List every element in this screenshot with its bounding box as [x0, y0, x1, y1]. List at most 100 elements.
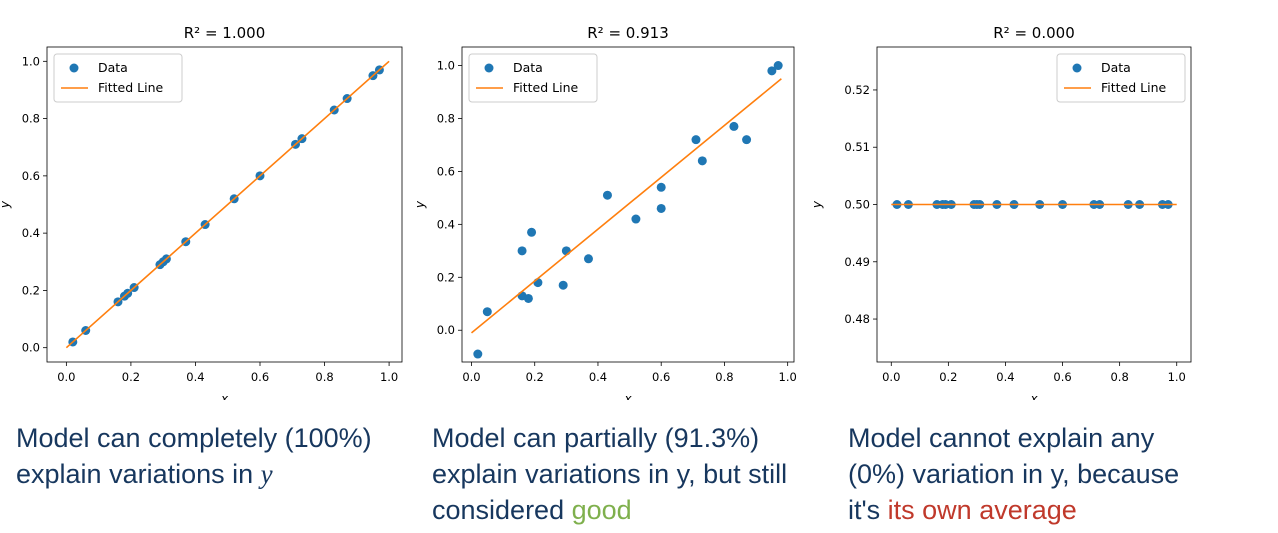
chart-3-plot-area	[891, 200, 1177, 209]
caption-2-highlight: good	[571, 495, 632, 525]
chart-2-frame	[461, 46, 795, 363]
caption-3-line-1: Model cannot explain any	[848, 423, 1155, 453]
chart-1-xtick-label: 0.0	[57, 370, 75, 384]
chart-2-fitted-line	[470, 78, 782, 334]
chart-2-ytick-label: 1.0	[437, 59, 455, 73]
chart-1-legend-label-fit: Fitted Line	[98, 80, 164, 95]
caption-1-line-2: explain variations in	[16, 459, 261, 489]
chart-2-xlabel: x	[623, 392, 632, 400]
chart-3-ytick-label: 0.52	[844, 83, 870, 97]
chart-3-legend-box	[1056, 53, 1186, 103]
charts-canvas: R² = 1.000 x y 0.0 0.2 0.4 0.6 0.8 1.0 0.0 0.2 0.4 0…	[0, 24, 1192, 400]
chart-3-xtick-label: 0.2	[939, 370, 957, 384]
chart-2-data-point	[517, 246, 527, 256]
chart-2-xtick-label: 0.4	[589, 370, 607, 384]
chart-2-data-point	[631, 214, 641, 224]
caption-3-highlight: its own average	[887, 495, 1077, 525]
chart-2-data-point	[558, 280, 568, 290]
chart-2-data-point	[473, 349, 483, 359]
chart-2-data-point	[742, 135, 752, 145]
chart-3: R² = 0.000 x y 0.0 0.2 0.4 0.6 0.8 1.0 0.48 0.49 0.…	[810, 24, 1192, 400]
chart-1-ytick-label: 0.6	[22, 169, 40, 183]
chart-3-legend-label-data: Data	[1101, 60, 1131, 75]
chart-2-data-point	[656, 203, 666, 213]
chart-2-data-point	[767, 66, 777, 76]
chart-2-ytick-label: 0.6	[437, 164, 455, 178]
chart-2-data-point	[773, 61, 783, 71]
chart-2-ytick-label: 0.2	[437, 270, 455, 284]
chart-1-ytick-label: 0.2	[22, 283, 40, 297]
caption-1: Model can completely (100%) explain vari…	[16, 420, 372, 492]
chart-2-ylabel: y	[413, 200, 427, 209]
chart-1-ylabel: y	[0, 200, 12, 209]
caption-1-line-1: Model can completely (100%)	[16, 423, 372, 453]
chart-1-plot-area	[65, 60, 390, 349]
chart-2-legend: Data Fitted Line	[468, 53, 598, 103]
chart-3-ytick-label: 0.51	[844, 140, 870, 154]
chart-2-legend-label-fit: Fitted Line	[513, 80, 579, 95]
chart-2-xtick-label: 0.6	[652, 370, 670, 384]
caption-2: Model can partially (91.3%) explain vari…	[432, 420, 787, 528]
chart-1-legend-marker-data	[69, 63, 79, 73]
chart-3-xlabel: x	[1029, 392, 1038, 400]
chart-2-ytick-label: 0.4	[437, 217, 455, 231]
chart-2-data-point	[729, 121, 739, 131]
chart-1: R² = 1.000 x y 0.0 0.2 0.4 0.6 0.8 1.0 0.0 0.2 0.4 0…	[0, 24, 403, 400]
chart-2-data-point	[691, 135, 701, 145]
chart-2-xtick-label: 0.2	[526, 370, 544, 384]
chart-1-title: R² = 1.000	[184, 24, 265, 42]
chart-2-legend-box	[468, 53, 598, 103]
chart-3-legend-marker-data	[1072, 63, 1082, 73]
chart-3-xtick-label: 1.0	[1168, 370, 1186, 384]
chart-3-xtick-label: 0.8	[1110, 370, 1128, 384]
chart-1-fitted-line	[65, 60, 390, 349]
chart-1-legend-label-data: Data	[98, 60, 128, 75]
chart-2-xtick-label: 0.0	[462, 370, 480, 384]
chart-2-title: R² = 0.913	[587, 24, 668, 42]
chart-3-ytick-label: 0.48	[844, 312, 870, 326]
chart-3-xtick-label: 0.6	[1053, 370, 1071, 384]
chart-1-xlabel: x	[220, 392, 229, 400]
chart-3-legend: Data Fitted Line	[1056, 53, 1186, 103]
chart-2-data-point	[602, 190, 612, 200]
chart-2-legend-marker-data	[484, 63, 494, 73]
chart-2-plot-area	[470, 61, 783, 359]
chart-3-xtick-label: 0.0	[882, 370, 900, 384]
chart-1-ytick-label: 0.4	[22, 226, 40, 240]
chart-2-xtick-label: 1.0	[779, 370, 797, 384]
chart-2-data-point	[697, 156, 707, 166]
chart-1-frame	[46, 46, 403, 363]
chart-2-data-point	[527, 227, 537, 237]
caption-3-line-3: it's	[848, 495, 888, 525]
chart-3-frame	[876, 46, 1192, 363]
chart-3-ytick-label: 0.49	[844, 255, 870, 269]
caption-2-line-3: considered	[432, 495, 572, 525]
chart-3-ytick-label: 0.50	[844, 198, 870, 212]
chart-3-legend-label-fit: Fitted Line	[1101, 80, 1167, 95]
chart-1-ytick-label: 1.0	[22, 54, 40, 68]
chart-1-xtick-label: 0.2	[122, 370, 140, 384]
chart-1-legend: Data Fitted Line	[53, 53, 183, 103]
chart-2-data-point	[583, 254, 593, 264]
chart-2-legend-label-data: Data	[513, 60, 543, 75]
chart-2-ytick-label: 0.0	[437, 323, 455, 337]
chart-3-title: R² = 0.000	[993, 24, 1074, 42]
chart-2: R² = 0.913 x y 0.0 0.2 0.4 0.6 0.8 1.0 0.0 0.2 0.4 0…	[413, 24, 797, 400]
chart-2-data-point	[561, 246, 571, 256]
chart-1-legend-box	[53, 53, 183, 103]
chart-1-xtick-label: 0.6	[251, 370, 269, 384]
caption-3-line-2: (0%) variation in y, because	[848, 459, 1180, 489]
caption-1-variable: y	[260, 459, 273, 489]
chart-1-xtick-label: 1.0	[380, 370, 398, 384]
chart-1-xtick-label: 0.8	[315, 370, 333, 384]
chart-3-ylabel: y	[810, 200, 824, 209]
chart-1-ytick-label: 0.8	[22, 112, 40, 126]
chart-2-xtick-label: 0.8	[715, 370, 733, 384]
chart-1-ytick-label: 0.0	[22, 341, 40, 355]
chart-2-data-point	[523, 293, 533, 303]
chart-2-data-point	[656, 182, 666, 192]
caption-3: Model cannot explain any (0%) variation …	[848, 420, 1179, 528]
chart-2-data-point	[482, 307, 492, 317]
chart-2-ytick-label: 0.8	[437, 111, 455, 125]
caption-2-line-2: explain variations in y, but still	[432, 459, 788, 489]
